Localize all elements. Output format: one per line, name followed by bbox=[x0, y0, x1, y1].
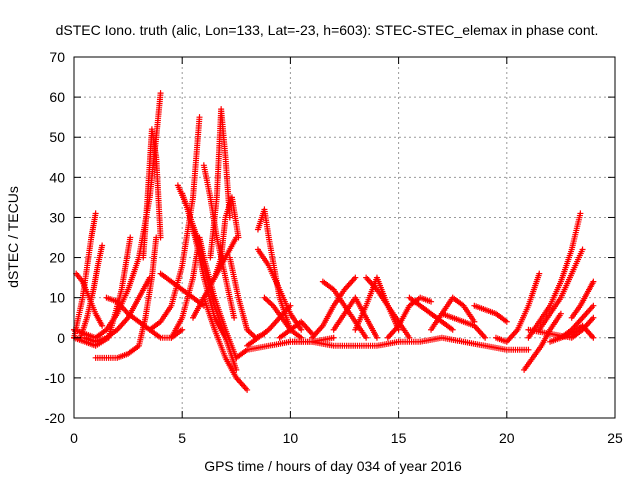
y-tick-label: 20 bbox=[49, 250, 65, 266]
data-point bbox=[233, 234, 240, 241]
data-series bbox=[207, 106, 233, 261]
data-point bbox=[231, 314, 238, 321]
chart-title: dSTEC Iono. truth (alic, Lon=133, Lat=-2… bbox=[56, 22, 599, 38]
data-point bbox=[536, 270, 543, 277]
data-series bbox=[233, 334, 337, 361]
data-point bbox=[196, 114, 203, 121]
axis-ticks: 0 5 10 15 20 25 -20 -10 0 10 20 30 40 50 60 70 bbox=[45, 49, 623, 446]
y-tick-label: 70 bbox=[49, 49, 65, 65]
data-point bbox=[590, 302, 597, 309]
data-series bbox=[395, 334, 532, 353]
data-series bbox=[287, 338, 402, 349]
data-point bbox=[579, 246, 586, 253]
x-tick-label: 15 bbox=[391, 430, 407, 446]
data-series bbox=[471, 302, 510, 325]
y-tick-label: 50 bbox=[49, 129, 65, 145]
x-tick-label: 25 bbox=[607, 430, 623, 446]
y-tick-label: 40 bbox=[49, 169, 65, 185]
data-series bbox=[244, 302, 294, 349]
y-tick-label: 60 bbox=[49, 89, 65, 105]
data-series bbox=[330, 294, 380, 341]
data-point bbox=[179, 326, 186, 333]
x-tick-label: 5 bbox=[178, 430, 186, 446]
data-series bbox=[146, 114, 203, 333]
data-point bbox=[287, 302, 294, 309]
data-series bbox=[226, 254, 268, 341]
data-point bbox=[590, 334, 597, 341]
data-series bbox=[140, 126, 164, 261]
data-series bbox=[428, 294, 478, 333]
data-series bbox=[492, 270, 543, 345]
data-series bbox=[261, 294, 305, 341]
x-axis-label: GPS time / hours of day 034 of year 2016 bbox=[204, 458, 462, 474]
data-series bbox=[568, 278, 597, 321]
data-point bbox=[244, 386, 251, 393]
data-series bbox=[92, 234, 160, 361]
data-point bbox=[146, 274, 153, 281]
data-series bbox=[190, 234, 240, 321]
data-series bbox=[384, 294, 435, 341]
data-point bbox=[428, 298, 435, 305]
x-tick-label: 0 bbox=[70, 430, 78, 446]
data-series bbox=[319, 278, 370, 341]
data-series bbox=[81, 274, 153, 345]
data-point bbox=[363, 334, 370, 341]
y-axis-label: dSTEC / TECUs bbox=[5, 186, 21, 288]
data-point bbox=[503, 318, 510, 325]
y-tick-label: -20 bbox=[45, 410, 65, 426]
data-point bbox=[449, 326, 456, 333]
x-tick-label: 20 bbox=[499, 430, 515, 446]
y-tick-label: 10 bbox=[49, 290, 65, 306]
data-point bbox=[590, 314, 597, 321]
data-series bbox=[547, 322, 597, 345]
data-point bbox=[99, 322, 106, 329]
data-point bbox=[525, 346, 532, 353]
y-tick-label: 30 bbox=[49, 209, 65, 225]
data-point bbox=[330, 334, 337, 341]
y-tick-label: 0 bbox=[57, 330, 65, 346]
y-tick-label: -10 bbox=[45, 370, 65, 386]
data-point bbox=[373, 334, 380, 341]
data-series bbox=[190, 222, 240, 361]
data-point bbox=[482, 334, 489, 341]
data-point bbox=[127, 234, 134, 241]
data-point bbox=[157, 90, 164, 97]
data-point bbox=[352, 274, 359, 281]
data-point bbox=[157, 234, 164, 241]
plot-frame bbox=[73, 56, 616, 419]
data-series bbox=[536, 246, 586, 333]
data-point bbox=[99, 242, 106, 249]
x-tick-label: 10 bbox=[283, 430, 299, 446]
data-series bbox=[438, 310, 489, 341]
data-point bbox=[590, 278, 597, 285]
data-point bbox=[298, 326, 305, 333]
data-point bbox=[92, 210, 99, 217]
data-point bbox=[557, 310, 564, 317]
data-point bbox=[577, 210, 584, 217]
data-points bbox=[71, 90, 597, 393]
